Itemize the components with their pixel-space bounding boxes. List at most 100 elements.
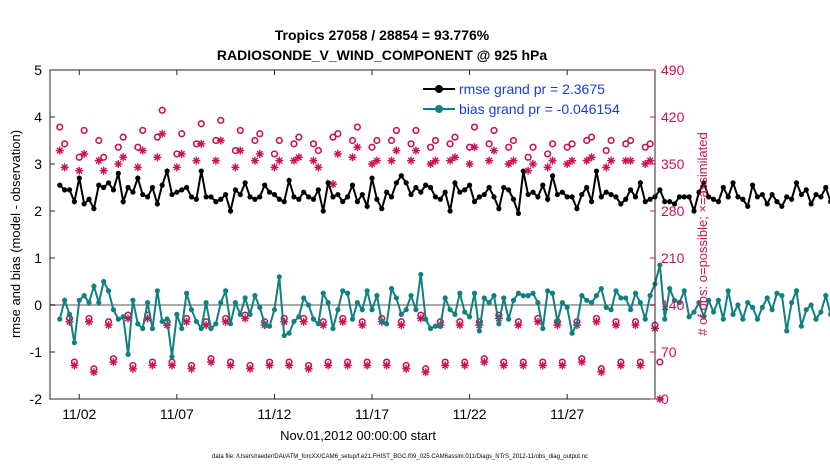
x-tick-label: 11/07 bbox=[160, 406, 194, 422]
rmse-point bbox=[237, 191, 243, 198]
assimilated-point bbox=[426, 160, 435, 168]
assimilated-point bbox=[587, 153, 596, 162]
assimilated-point bbox=[592, 317, 601, 326]
rmse-point bbox=[418, 189, 424, 195]
rmse-point bbox=[818, 194, 824, 200]
assimilated-stroke bbox=[554, 321, 561, 329]
rmse-point bbox=[701, 180, 707, 186]
bias-point bbox=[193, 318, 199, 325]
assimilated-stroke bbox=[119, 153, 127, 161]
rmse-point bbox=[135, 175, 141, 181]
legend-box bbox=[418, 77, 650, 123]
rmse-point bbox=[359, 191, 365, 198]
rmse-point bbox=[559, 189, 565, 195]
rmse-point bbox=[325, 180, 331, 186]
assimilated-point bbox=[597, 368, 606, 377]
assimilated-stroke bbox=[641, 160, 649, 168]
assimilated-stroke bbox=[61, 164, 68, 171]
assimilated-point bbox=[255, 149, 264, 158]
bias-point bbox=[125, 351, 131, 357]
bias-point bbox=[198, 325, 204, 332]
possible-point bbox=[490, 126, 498, 135]
rmse-point bbox=[506, 187, 512, 193]
assimilated-point bbox=[646, 156, 655, 165]
rmse-point bbox=[388, 194, 395, 200]
bias-point bbox=[754, 316, 761, 322]
bias-point bbox=[462, 309, 468, 315]
rmse-point bbox=[349, 182, 356, 188]
possible-point bbox=[217, 116, 225, 124]
bias-point bbox=[793, 288, 800, 294]
assimilated-stroke bbox=[134, 164, 142, 171]
y-axis-label-left: rmse and bias (model - observation) bbox=[8, 130, 23, 338]
assimilated-point bbox=[621, 156, 630, 165]
bias-point bbox=[681, 288, 687, 294]
bias-point bbox=[423, 316, 429, 322]
possible-point bbox=[100, 153, 108, 161]
bias-point bbox=[442, 295, 448, 301]
rmse-point bbox=[340, 199, 346, 205]
assimilated-point bbox=[582, 156, 591, 165]
bias-point bbox=[349, 316, 356, 322]
bias-point bbox=[520, 293, 526, 299]
bias-point bbox=[164, 316, 170, 322]
assimilated-point bbox=[241, 314, 250, 323]
bias-point bbox=[276, 274, 282, 280]
assimilated-point bbox=[402, 364, 411, 373]
bias-point bbox=[749, 304, 756, 310]
possible-point bbox=[114, 143, 122, 151]
rmse-point bbox=[384, 189, 390, 195]
assimilated-point bbox=[270, 163, 279, 172]
rmse-point bbox=[203, 194, 209, 200]
rmse-point bbox=[520, 168, 526, 174]
bias-point bbox=[149, 325, 156, 332]
bias-point bbox=[823, 293, 829, 299]
rmse-point bbox=[657, 187, 663, 193]
bias-point bbox=[257, 304, 263, 310]
rmse-point bbox=[115, 170, 121, 176]
bias-point bbox=[818, 309, 824, 315]
bias-point bbox=[667, 285, 673, 292]
assimilated-point bbox=[55, 146, 64, 155]
bias-point bbox=[237, 311, 243, 317]
chart-title-line1: Tropics 27058 / 28854 = 93.776% bbox=[275, 27, 490, 43]
possible-point bbox=[270, 150, 279, 158]
bias-point bbox=[169, 354, 175, 360]
rmse-point bbox=[125, 184, 131, 191]
rmse-point bbox=[296, 196, 302, 202]
assimilated-stroke bbox=[515, 321, 522, 329]
possible-point bbox=[431, 136, 440, 145]
rmse-point bbox=[320, 208, 326, 214]
rmse-point bbox=[496, 206, 502, 212]
rmse-point bbox=[247, 194, 253, 200]
possible-point bbox=[256, 130, 264, 138]
assimilated-point bbox=[626, 156, 635, 165]
bias-point bbox=[62, 297, 68, 303]
bias-point bbox=[764, 295, 770, 301]
assimilated-point bbox=[138, 146, 147, 155]
bias-point bbox=[715, 297, 722, 303]
rmse-point bbox=[369, 175, 375, 181]
possible-point bbox=[80, 126, 88, 135]
rmse-point bbox=[208, 194, 214, 200]
right-tick-label: 70 bbox=[661, 344, 677, 360]
assimilated-point bbox=[411, 146, 420, 155]
right-tick-label: 280 bbox=[661, 203, 685, 219]
assimilated-stroke bbox=[329, 180, 337, 188]
rmse-point bbox=[676, 194, 682, 200]
rmse-point bbox=[66, 187, 73, 193]
rmse-point bbox=[432, 194, 439, 200]
assimilated-point bbox=[109, 358, 118, 367]
assimilated-stroke bbox=[173, 164, 181, 171]
x-tick-label: 11/22 bbox=[453, 406, 487, 422]
rmse-point bbox=[140, 191, 146, 198]
rmse-point bbox=[86, 196, 92, 202]
assimilated-point bbox=[119, 153, 128, 162]
assimilated-point bbox=[524, 166, 533, 175]
rmse-point bbox=[120, 199, 126, 205]
bias-point bbox=[642, 316, 648, 322]
assimilated-stroke bbox=[505, 160, 512, 168]
rmse-point bbox=[593, 168, 600, 174]
assimilated-point bbox=[611, 321, 620, 330]
rmse-point bbox=[613, 194, 619, 200]
